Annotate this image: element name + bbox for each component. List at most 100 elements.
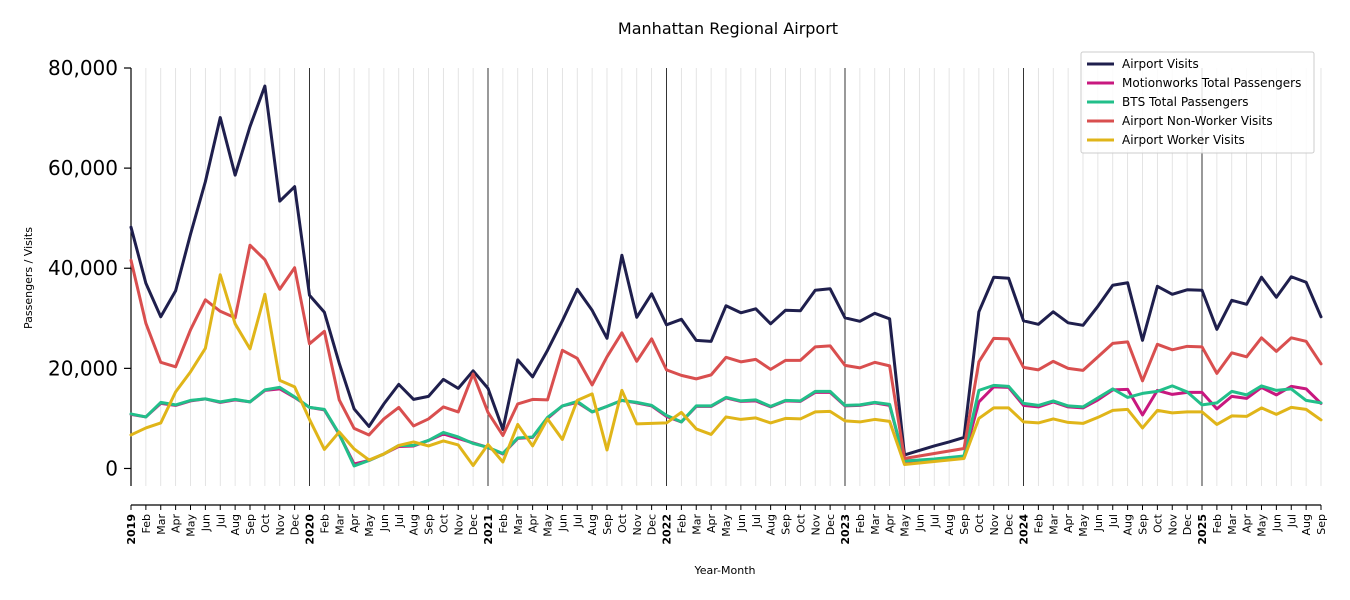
y-tick-label: 60,000 — [48, 156, 118, 180]
x-tick-label-year: 2024 — [1018, 514, 1031, 545]
x-tick-label-year: 2025 — [1196, 514, 1209, 545]
x-tick-label-month: Jul — [750, 514, 763, 528]
x-tick-label-month: May — [1077, 514, 1090, 537]
x-tick-label-month: Jul — [393, 514, 406, 528]
x-tick-label-month: Mar — [333, 514, 346, 535]
x-tick-label-month: Feb — [1211, 514, 1224, 533]
y-axis-title: Passengers / Visits — [22, 227, 35, 329]
legend: Airport Visits Motionworks Total Passenge… — [1080, 51, 1315, 154]
x-tick-label-month: Jul — [1107, 514, 1120, 528]
x-tick-label-month: Feb — [497, 514, 510, 533]
x-tick-label-month: Nov — [631, 514, 644, 536]
chart-title: Manhattan Regional Airport — [618, 19, 838, 38]
x-tick-label-month: Aug — [586, 514, 599, 535]
x-tick-label-month: Aug — [765, 514, 778, 535]
x-tick-label-month: Aug — [229, 514, 242, 535]
x-tick-label-month: Apr — [170, 514, 183, 534]
x-tick-label-month: May — [899, 514, 912, 537]
x-tick-label-month: Feb — [318, 514, 331, 533]
x-tick-label-month: Sep — [1137, 514, 1150, 535]
x-tick-label-month: Dec — [1181, 514, 1194, 535]
x-tick-label-month: Jun — [556, 514, 569, 532]
x-tick-label-month: Aug — [1300, 514, 1313, 535]
x-tick-label-month: May — [1256, 514, 1269, 537]
x-tick-label-year: 2020 — [304, 514, 317, 545]
x-tick-label-month: Jul — [214, 514, 227, 528]
x-tick-label-month: May — [720, 514, 733, 537]
x-tick-label-month: Apr — [1062, 514, 1075, 534]
series-line-airport-non-worker-visits — [129, 243, 1323, 460]
x-tick-label-month: Oct — [1151, 513, 1164, 533]
x-tick-label-month: May — [363, 514, 376, 537]
x-tick-label-month: Apr — [884, 514, 897, 534]
x-tick-label-month: Apr — [1241, 514, 1254, 534]
x-tick-label-month: Jun — [378, 514, 391, 532]
series-line-airport-worker-visits — [129, 273, 1323, 467]
y-tick-label: 20,000 — [48, 356, 118, 380]
legend-label: Motionworks Total Passengers — [1122, 76, 1301, 90]
x-tick-label-month: Feb — [1032, 514, 1045, 533]
x-tick-label-month: May — [185, 514, 198, 537]
legend-box — [1080, 51, 1315, 154]
series-line-airport-visits — [129, 84, 1323, 457]
x-tick-label-month: Feb — [675, 514, 688, 533]
x-tick-label-month: Nov — [452, 514, 465, 536]
x-tick-label-month: Dec — [646, 514, 659, 535]
x-tick-label-month: Aug — [943, 514, 956, 535]
legend-label: BTS Total Passengers — [1122, 95, 1249, 109]
x-tick-label-month: Nov — [988, 514, 1001, 536]
x-tick-label-month: Sep — [780, 514, 793, 535]
x-tick-label-month: Oct — [437, 513, 450, 533]
x-tick-label-month: Sep — [958, 514, 971, 535]
x-tick-label-month: Jun — [735, 514, 748, 532]
x-tick-label-month: Aug — [1122, 514, 1135, 535]
x-tick-label-month: Sep — [601, 514, 614, 535]
y-tick-label: 40,000 — [48, 256, 118, 280]
x-tick-label-month: Mar — [155, 514, 168, 535]
grid-layer — [130, 68, 1322, 486]
x-tick-label-month: Nov — [1166, 514, 1179, 536]
x-tick-label-month: Apr — [705, 514, 718, 534]
series-layer — [129, 84, 1323, 468]
x-tick-label-month: May — [542, 514, 555, 537]
x-tick-label-month: Dec — [1003, 514, 1016, 535]
y-tick-label: 0 — [105, 456, 118, 480]
x-tick-label-month: Sep — [1315, 514, 1328, 535]
x-tick-label-month: Apr — [527, 514, 540, 534]
x-tick-label-year: 2023 — [839, 514, 852, 545]
x-tick-label-month: Jul — [1285, 514, 1298, 528]
x-tick-label-month: Oct — [616, 513, 629, 533]
series-line-bts-total-passengers — [129, 383, 1323, 468]
y-tick-label: 80,000 — [48, 56, 118, 80]
x-tick-label-year: 2019 — [125, 514, 138, 545]
x-tick-label-month: Aug — [408, 514, 421, 535]
x-tick-label-month: Dec — [467, 514, 480, 535]
x-tick-label-month: Dec — [824, 514, 837, 535]
x-tick-label-month: Mar — [690, 514, 703, 535]
x-tick-label-month: Sep — [244, 514, 257, 535]
x-tick-label-month: Jun — [1092, 514, 1105, 532]
x-axis-title: Year-Month — [693, 564, 755, 577]
x-tick-label-month: Nov — [809, 514, 822, 536]
x-tick-label-month: Feb — [854, 514, 867, 533]
x-tick-label-month: Oct — [973, 513, 986, 533]
x-tick-label-month: Oct — [794, 513, 807, 533]
x-tick-label-month: Mar — [1226, 514, 1239, 535]
x-tick-label-month: Jun — [913, 514, 926, 532]
x-tick-label-month: Apr — [348, 514, 361, 534]
x-tick-label-month: Sep — [423, 514, 436, 535]
x-tick-label-month: Mar — [869, 514, 882, 535]
legend-label: Airport Visits — [1122, 57, 1199, 71]
x-tick-label-month: Jul — [571, 514, 584, 528]
x-tick-label-month: Oct — [259, 513, 272, 533]
x-tick-label-month: Nov — [274, 514, 287, 536]
x-tick-label-year: 2022 — [661, 514, 674, 545]
legend-label: Airport Worker Visits — [1122, 133, 1245, 147]
x-tick-label-month: Mar — [512, 514, 525, 535]
x-tick-label-month: Dec — [289, 514, 302, 535]
legend-label: Airport Non-Worker Visits — [1122, 114, 1273, 128]
x-tick-label-month: Jun — [1270, 514, 1283, 532]
